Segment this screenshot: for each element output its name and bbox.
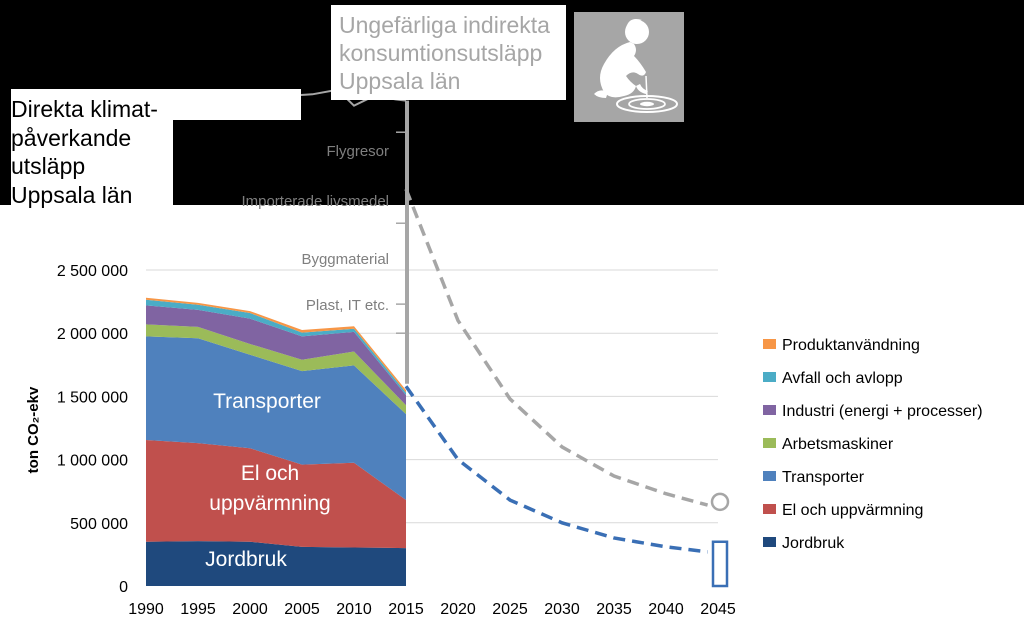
area-arbetsmaskiner	[146, 324, 406, 415]
legend-swatch	[763, 339, 776, 349]
legend-swatch	[763, 537, 776, 547]
x-tick-label: 2000	[232, 601, 268, 618]
indirect-projection-line	[404, 188, 709, 507]
area-transporter	[146, 336, 406, 501]
indirect-heading-box: Ungefärliga indirekta konsumtionsutsläpp…	[331, 5, 566, 100]
area-label: uppvärmning	[209, 492, 330, 515]
x-tick-label: 2010	[336, 601, 372, 618]
indirect-heading-line: Uppsala län	[339, 68, 461, 94]
direct-projection-line	[404, 385, 708, 554]
indirect-heading-line: Ungefärliga indirekta	[339, 12, 550, 38]
area-el-och-uppvärmning	[146, 440, 406, 549]
x-tick-label: 2040	[648, 601, 684, 618]
x-tick-label: 1990	[128, 601, 164, 618]
legend-label: Arbetsmaskiner	[782, 436, 894, 453]
legend-label: El och uppvärmning	[782, 502, 923, 519]
area-industri-energi-processer	[146, 305, 406, 406]
y-tick-label: 500 000	[70, 516, 128, 533]
legend-swatch	[763, 504, 776, 514]
area-label: Transporter	[213, 390, 321, 413]
x-tick-label: 2035	[596, 601, 632, 618]
area-jordbruk	[146, 541, 406, 586]
legend-label: Industri (energi + processer)	[782, 403, 983, 420]
legend-swatch	[763, 372, 776, 382]
indirect-category-label: Byggmaterial	[301, 251, 389, 268]
direct-target-2045-marker	[711, 540, 729, 588]
area-label: El och	[241, 462, 299, 485]
x-tick-label: 2020	[440, 601, 476, 618]
direct-heading-line: påverkande	[11, 124, 132, 151]
x-tick-label: 2005	[284, 601, 320, 618]
y-axis-label: ton CO₂-ekv	[25, 386, 42, 473]
legend-swatch	[763, 405, 776, 415]
direct-heading-box: Direkta klimat- påverkande utsläpp Uppsa…	[11, 89, 301, 215]
y-tick-label: 0	[119, 579, 128, 596]
direct-heading-line: utsläpp	[11, 153, 86, 179]
indirect-category-label: Importerade livsmedel	[241, 193, 389, 210]
legend-swatch	[763, 471, 776, 481]
direct-heading-line: Direkta klimat-	[11, 96, 158, 122]
y-tick-label: 1 500 000	[57, 389, 128, 406]
legend-label: Transporter	[782, 469, 865, 486]
indirect-target-2045-marker	[710, 492, 730, 512]
indirect-heading-line: konsumtionsutsläpp	[339, 40, 543, 66]
legend-label: Avfall och avlopp	[782, 370, 903, 387]
legend-swatch	[763, 438, 776, 448]
x-tick-label: 2025	[492, 601, 528, 618]
direct-heading-line: Uppsala län	[11, 181, 133, 208]
area-label: Jordbruk	[205, 548, 287, 571]
x-tick-label: 2030	[544, 601, 580, 618]
y-tick-label: 2 000 000	[57, 326, 128, 343]
legend-label: Produktanvändning	[782, 337, 920, 354]
child-drinking-water-icon	[574, 12, 684, 122]
indirect-category-label: Flygresor	[326, 143, 389, 160]
indirect-category-label: Plast, IT etc.	[306, 297, 389, 314]
x-tick-label: 2015	[388, 601, 424, 618]
x-tick-label: 2045	[700, 601, 736, 618]
legend-label: Jordbruk	[782, 535, 845, 552]
x-tick-label: 1995	[180, 601, 216, 618]
y-tick-label: 2 500 000	[57, 263, 128, 280]
y-tick-label: 1 000 000	[57, 453, 128, 470]
